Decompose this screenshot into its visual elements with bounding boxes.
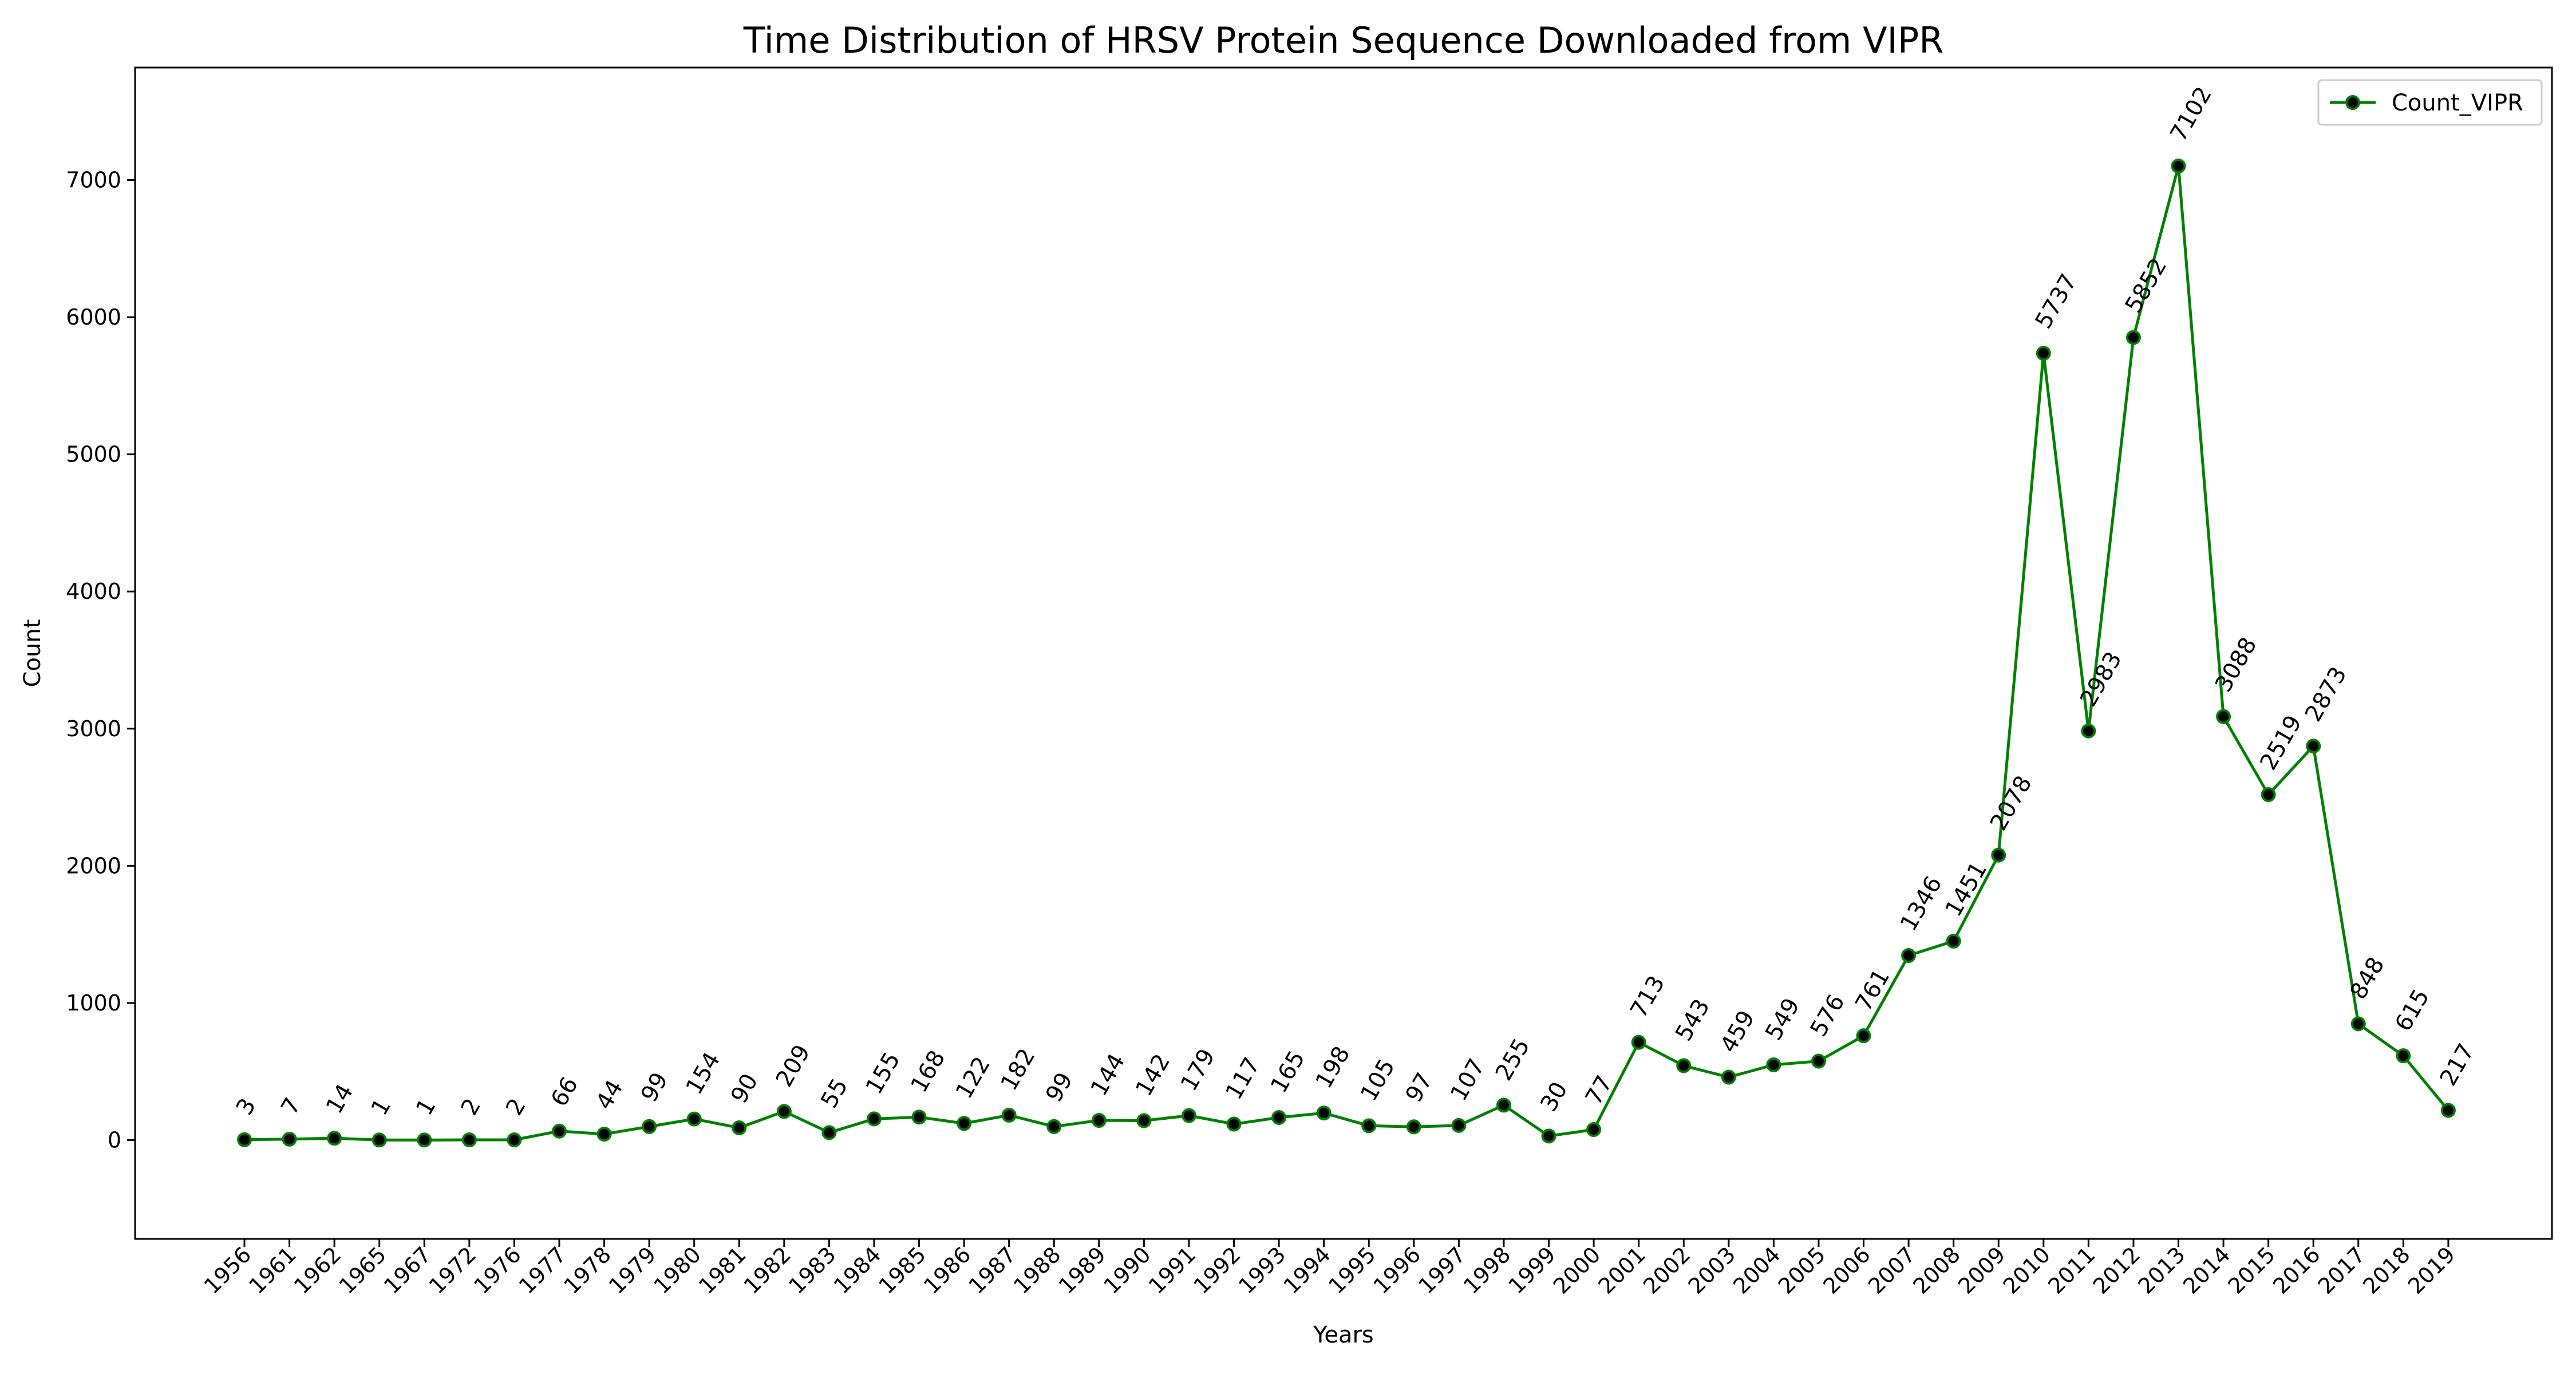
y-tick-label: 5000	[66, 442, 121, 467]
data-point	[461, 1132, 477, 1148]
data-point	[2440, 1103, 2456, 1118]
chart-title: Time Distribution of HRSV Protein Sequen…	[743, 19, 1944, 61]
y-tick-label: 6000	[66, 305, 121, 330]
data-point	[1001, 1107, 1017, 1123]
data-point	[2306, 739, 2321, 754]
legend-box	[2317, 79, 2543, 126]
data-point	[596, 1126, 612, 1142]
y-tick-label: 0	[108, 1128, 121, 1153]
data-point	[1226, 1116, 1242, 1132]
data-point	[507, 1132, 522, 1148]
data-point	[417, 1132, 432, 1148]
data-point	[2036, 346, 2051, 361]
data-point	[1496, 1097, 1511, 1113]
data-point	[1406, 1119, 1421, 1135]
data-point	[1451, 1118, 1467, 1133]
data-point	[2171, 159, 2186, 174]
data-point	[1361, 1118, 1377, 1134]
y-tick-label: 4000	[66, 579, 121, 604]
data-point	[821, 1125, 837, 1140]
data-point	[1586, 1122, 1602, 1138]
data-point	[1181, 1108, 1196, 1123]
data-point	[776, 1104, 792, 1119]
data-point	[2261, 787, 2276, 803]
legend-label: Count_VIPR	[2392, 90, 2523, 116]
data-point	[1721, 1069, 1736, 1085]
data-point	[1901, 948, 1917, 964]
x-axis-label: Years	[1313, 1322, 1374, 1348]
y-tick-label: 7000	[66, 167, 121, 192]
data-point	[1631, 1035, 1646, 1050]
data-point	[686, 1111, 702, 1127]
data-point	[1091, 1113, 1107, 1128]
legend: Count_VIPR	[2317, 79, 2543, 126]
y-tick-label: 1000	[66, 990, 121, 1016]
data-point	[911, 1110, 927, 1125]
data-point	[2396, 1048, 2411, 1064]
y-axis-label: Count	[19, 619, 46, 688]
plot-frame	[134, 66, 2553, 1240]
y-axis: 0 1000 2000 3000 4000 5000 6000 7000	[66, 167, 135, 1153]
data-point	[1856, 1028, 1871, 1044]
data-point	[1946, 933, 1961, 949]
data-point	[1316, 1105, 1332, 1121]
data-point	[1811, 1053, 1826, 1069]
data-point	[1541, 1128, 1556, 1144]
data-point	[957, 1116, 972, 1131]
data-point	[282, 1131, 297, 1147]
series-line	[244, 164, 2449, 1142]
data-point	[551, 1123, 567, 1139]
data-point	[2350, 1016, 2366, 1032]
data-point	[1766, 1057, 1781, 1072]
data-point	[1271, 1110, 1287, 1125]
data-point	[327, 1131, 342, 1146]
data-point	[642, 1119, 657, 1134]
data-point	[1046, 1119, 1062, 1134]
data-point	[2125, 330, 2141, 345]
data-point	[732, 1120, 747, 1135]
data-point	[237, 1132, 252, 1147]
data-point	[1136, 1113, 1152, 1128]
y-tick-label: 2000	[66, 853, 121, 878]
data-point	[1991, 847, 2006, 863]
data-point	[1676, 1058, 1692, 1073]
data-point	[372, 1132, 387, 1148]
y-tick-label: 3000	[66, 716, 121, 741]
legend-marker	[2345, 95, 2360, 110]
data-point	[866, 1111, 882, 1127]
data-point	[2216, 709, 2231, 724]
data-point	[2081, 723, 2096, 739]
